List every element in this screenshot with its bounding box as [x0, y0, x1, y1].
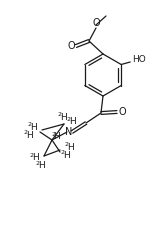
Text: 2: 2	[60, 150, 64, 155]
Text: H: H	[54, 132, 60, 141]
Text: O: O	[67, 41, 75, 51]
Text: H: H	[26, 130, 33, 139]
Text: 2: 2	[67, 117, 71, 122]
Text: H: H	[63, 150, 69, 159]
Text: 2: 2	[64, 142, 69, 147]
Text: 2: 2	[29, 153, 33, 158]
Text: 2: 2	[52, 132, 56, 137]
Text: O: O	[118, 107, 126, 117]
Text: N: N	[65, 127, 73, 137]
Text: 2: 2	[36, 161, 40, 166]
Text: H: H	[60, 113, 67, 122]
Text: H: H	[30, 123, 37, 132]
Text: H: H	[32, 154, 39, 163]
Text: O: O	[92, 18, 100, 28]
Text: 2: 2	[28, 122, 31, 127]
Text: HO: HO	[132, 55, 146, 64]
Text: H: H	[67, 143, 73, 152]
Text: H: H	[38, 162, 45, 170]
Text: 2: 2	[57, 112, 62, 117]
Text: 2: 2	[24, 130, 28, 135]
Text: H: H	[69, 118, 75, 127]
